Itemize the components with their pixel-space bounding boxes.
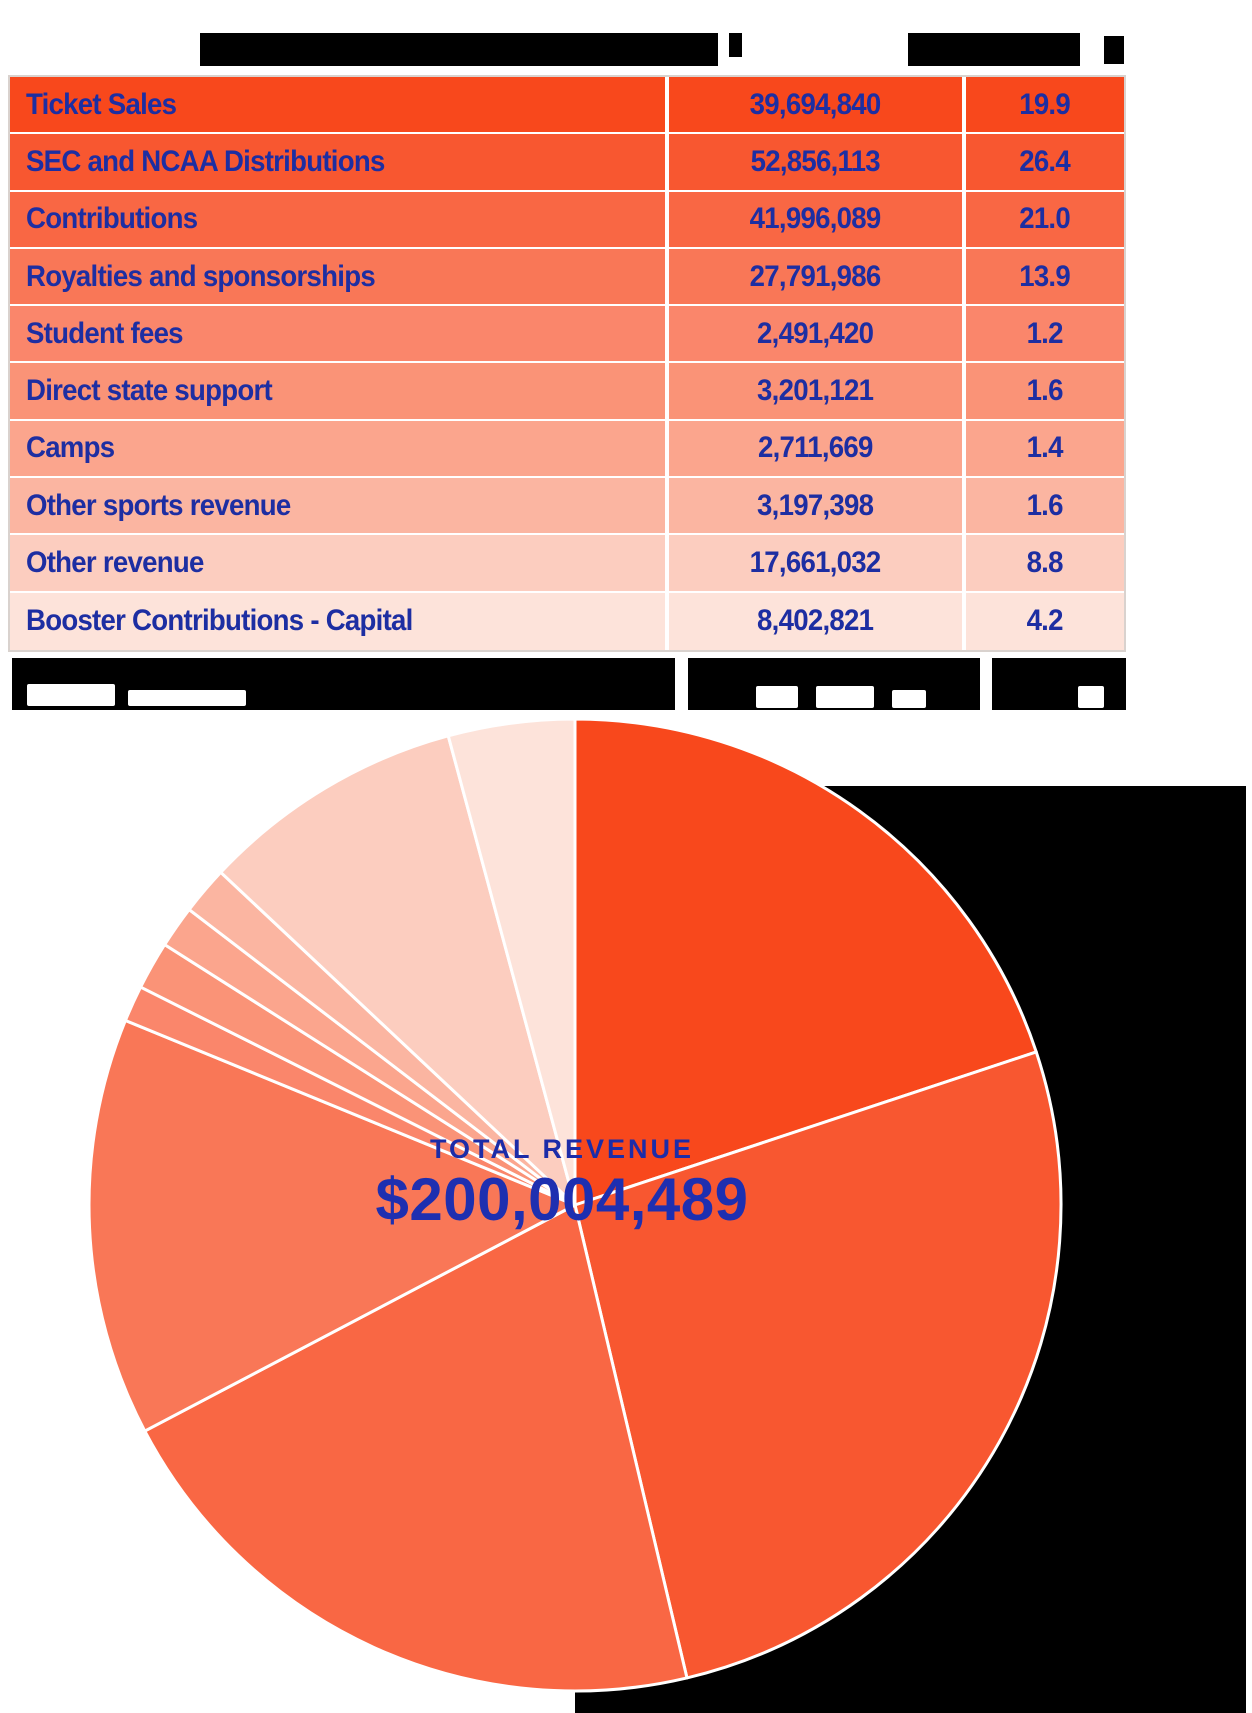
row-value-text: 39,694,840 — [750, 87, 882, 121]
row-value-text: 52,856,113 — [750, 144, 881, 178]
row-value: 17,661,032 — [665, 535, 962, 591]
row-percent-text: 4.2 — [1026, 604, 1064, 638]
pie-slice-royalties-and-sponsorships — [87, 1018, 577, 1433]
table-row: Direct state support 3,201,121 1.6 — [10, 363, 1124, 421]
pie-slice-other-revenue — [219, 734, 577, 1207]
revenue-table: Ticket Sales 39,694,840 19.9 SEC and NCAA D… — [8, 75, 1126, 652]
row-percent: 1.2 — [962, 306, 1124, 362]
row-label: Student fees — [10, 306, 665, 361]
table-row: Ticket Sales 39,694,840 19.9 — [10, 77, 1124, 135]
pie-slice-booster-contributions-capital — [446, 717, 577, 1207]
pie-center-total: $200,004,489 — [375, 1166, 748, 1233]
redacted-total-label-bar — [12, 658, 675, 710]
table-row: SEC and NCAA Distributions 52,856,113 26.4 — [10, 134, 1124, 192]
row-percent-text: 1.6 — [1026, 488, 1064, 522]
redaction-fragment — [816, 686, 874, 708]
pie-slice-sec-and-ncaa-distributions — [573, 1050, 1063, 1680]
row-percent: 21.0 — [962, 191, 1124, 247]
row-label: Other sports revenue — [10, 478, 665, 533]
row-label-text: Ticket Sales — [26, 87, 177, 121]
row-percent: 4.2 — [962, 592, 1124, 650]
row-label: Ticket Sales — [10, 77, 665, 132]
row-value-text: 2,491,420 — [757, 316, 874, 350]
row-value: 3,197,398 — [665, 478, 962, 534]
row-percent-text: 8.8 — [1026, 546, 1064, 580]
table-row: Camps 2,711,669 1.4 — [10, 420, 1124, 479]
table-row: Student fees 2,491,420 1.2 — [10, 306, 1124, 364]
row-value: 41,996,089 — [665, 191, 962, 247]
row-percent-text: 19.9 — [1019, 87, 1072, 121]
pie-slice-ticket-sales — [573, 717, 1038, 1207]
redaction-fragment — [1078, 686, 1104, 708]
redacted-header-bar-main — [200, 33, 718, 66]
redacted-total-pct-bar — [992, 658, 1126, 710]
redaction-fragment — [128, 690, 246, 706]
row-percent-text: 26.4 — [1019, 144, 1072, 178]
row-label-text: Booster Contributions - Capital — [26, 604, 413, 638]
row-percent: 1.6 — [962, 478, 1124, 534]
row-percent: 13.9 — [962, 248, 1124, 305]
row-label: Contributions — [10, 192, 665, 247]
row-label-text: Royalties and sponsorships — [26, 259, 376, 293]
row-label-text: Other revenue — [26, 546, 204, 580]
row-label: Royalties and sponsorships — [10, 249, 665, 304]
redacted-header-tick — [729, 33, 742, 57]
table-row: Other revenue 17,661,032 8.8 — [10, 535, 1124, 593]
row-label-text: Camps — [26, 431, 115, 465]
redaction-fragment — [892, 690, 926, 708]
pie-center-title: TOTAL REVENUE — [430, 1134, 694, 1164]
row-value: 2,711,669 — [665, 420, 962, 477]
row-value-text: 17,661,032 — [750, 546, 882, 580]
row-label: Other revenue — [10, 535, 665, 590]
row-value: 27,791,986 — [665, 248, 962, 305]
redacted-header-bar-value — [908, 33, 1080, 66]
table-row: Royalties and sponsorships 27,791,986 13.9 — [10, 248, 1124, 307]
row-percent-text: 1.4 — [1026, 431, 1064, 465]
row-percent-text: 21.0 — [1019, 202, 1072, 236]
row-value-text: 2,711,669 — [758, 431, 873, 465]
row-label: SEC and NCAA Distributions — [10, 134, 665, 189]
table-row: Booster Contributions - Capital 8,402,821… — [10, 592, 1124, 650]
row-label: Camps — [10, 421, 665, 476]
table-row: Contributions 41,996,089 21.0 — [10, 191, 1124, 249]
row-label-text: Other sports revenue — [26, 488, 291, 522]
row-value: 39,694,840 — [665, 77, 962, 133]
row-percent-text: 1.6 — [1026, 374, 1064, 408]
row-label-text: Student fees — [26, 316, 184, 350]
redaction-fragment — [27, 684, 115, 706]
row-value-text: 41,996,089 — [750, 202, 882, 236]
row-value-text: 27,791,986 — [750, 259, 882, 293]
redaction-fragment — [756, 686, 798, 708]
row-percent: 26.4 — [962, 134, 1124, 190]
row-label-text: Contributions — [26, 202, 198, 236]
row-label-text: Direct state support — [26, 374, 273, 408]
row-value-text: 8,402,821 — [757, 604, 874, 638]
row-percent: 8.8 — [962, 535, 1124, 591]
row-percent: 19.9 — [962, 77, 1124, 133]
row-percent: 1.6 — [962, 363, 1124, 419]
revenue-pie-chart: TOTAL REVENUE $200,004,489 — [87, 717, 1246, 1713]
row-value-text: 3,201,121 — [757, 374, 874, 408]
row-value-text: 3,197,398 — [757, 488, 874, 522]
row-value: 2,491,420 — [665, 306, 962, 362]
row-label: Direct state support — [10, 363, 665, 418]
row-label: Booster Contributions - Capital — [10, 593, 665, 650]
redacted-header-bar-pct — [1104, 36, 1124, 64]
table-row: Other sports revenue 3,197,398 1.6 — [10, 478, 1124, 536]
row-value: 52,856,113 — [665, 134, 962, 190]
row-percent: 1.4 — [962, 420, 1124, 477]
row-label-text: SEC and NCAA Distributions — [26, 144, 385, 178]
row-percent-text: 13.9 — [1019, 259, 1072, 293]
row-value: 3,201,121 — [665, 363, 962, 419]
row-value: 8,402,821 — [665, 592, 962, 650]
row-percent-text: 1.2 — [1026, 316, 1064, 350]
pie-slice-contributions — [143, 1203, 689, 1693]
pie-slices — [87, 717, 1063, 1693]
